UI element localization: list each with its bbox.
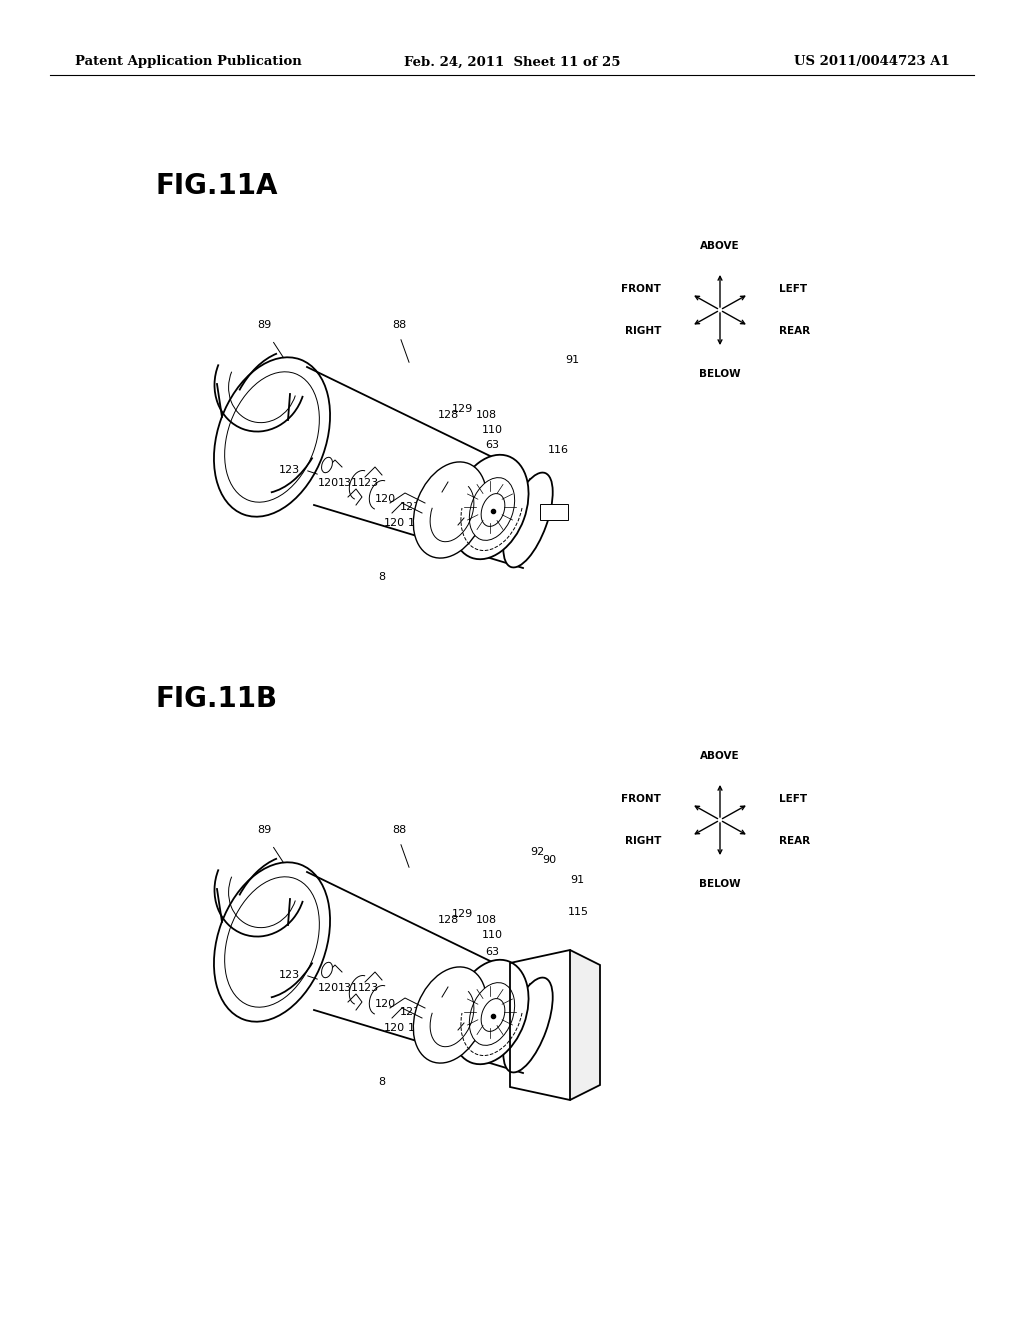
Text: 110: 110: [482, 931, 503, 940]
Ellipse shape: [503, 978, 553, 1072]
Ellipse shape: [414, 462, 486, 558]
Text: 108: 108: [476, 915, 497, 925]
Text: 123: 123: [279, 970, 300, 979]
Text: 103: 103: [430, 1023, 451, 1034]
Text: 110: 110: [482, 425, 503, 436]
Ellipse shape: [481, 999, 505, 1031]
Text: 108: 108: [476, 411, 497, 420]
Ellipse shape: [452, 455, 528, 560]
Text: 103: 103: [430, 517, 451, 528]
Ellipse shape: [322, 962, 333, 978]
Ellipse shape: [452, 960, 528, 1064]
Text: REAR: REAR: [779, 836, 810, 846]
Text: LEFT: LEFT: [779, 284, 807, 294]
Text: ABOVE: ABOVE: [700, 242, 739, 251]
Text: 63: 63: [485, 440, 499, 450]
Ellipse shape: [469, 982, 515, 1045]
Text: 120: 120: [318, 983, 339, 993]
Text: 120: 120: [318, 478, 339, 488]
Text: 87: 87: [475, 1055, 489, 1065]
Text: 130: 130: [408, 517, 429, 528]
Ellipse shape: [414, 968, 486, 1063]
Text: 115: 115: [568, 907, 589, 917]
Ellipse shape: [503, 473, 553, 568]
Text: US 2011/0044723 A1: US 2011/0044723 A1: [795, 55, 950, 69]
Text: FIG.11B: FIG.11B: [155, 685, 278, 713]
Text: 123: 123: [400, 502, 421, 512]
Text: ABOVE: ABOVE: [700, 751, 739, 762]
Text: 131: 131: [338, 983, 359, 993]
Text: 120: 120: [375, 999, 396, 1008]
Text: FRONT: FRONT: [622, 284, 662, 294]
Text: RIGHT: RIGHT: [625, 836, 662, 846]
Text: 88: 88: [392, 825, 407, 836]
Text: 123: 123: [358, 478, 379, 488]
Text: 128: 128: [438, 915, 459, 925]
Text: 117: 117: [460, 539, 481, 548]
Text: 92: 92: [530, 847, 544, 857]
Text: 8: 8: [379, 572, 386, 582]
Text: 120: 120: [384, 517, 406, 528]
Ellipse shape: [322, 457, 333, 473]
Text: BELOW: BELOW: [699, 879, 740, 888]
Text: 123: 123: [279, 465, 300, 475]
Text: 89: 89: [257, 825, 271, 836]
Text: 123: 123: [358, 983, 379, 993]
Text: 114: 114: [442, 1043, 463, 1053]
Text: 87: 87: [475, 550, 489, 560]
Text: Patent Application Publication: Patent Application Publication: [75, 55, 302, 69]
Text: 129: 129: [452, 404, 473, 414]
Ellipse shape: [481, 494, 505, 527]
Text: LEFT: LEFT: [779, 795, 807, 804]
Text: 91: 91: [565, 355, 580, 366]
Text: 123: 123: [400, 1007, 421, 1016]
Text: 113: 113: [528, 478, 549, 488]
Text: 131: 131: [338, 478, 359, 488]
Text: 91: 91: [570, 875, 584, 884]
Text: Feb. 24, 2011  Sheet 11 of 25: Feb. 24, 2011 Sheet 11 of 25: [403, 55, 621, 69]
Text: 90: 90: [542, 855, 556, 865]
Text: 113: 113: [528, 983, 549, 993]
Text: 130: 130: [408, 1023, 429, 1034]
Text: 114: 114: [442, 539, 463, 548]
Text: 128: 128: [438, 411, 459, 420]
Text: 117: 117: [425, 1045, 446, 1055]
Text: 63: 63: [485, 946, 499, 957]
Text: FIG.11A: FIG.11A: [155, 172, 278, 201]
Text: 120: 120: [384, 1023, 406, 1034]
Text: FRONT: FRONT: [622, 795, 662, 804]
Text: 88: 88: [392, 319, 407, 330]
Ellipse shape: [469, 478, 515, 540]
Text: 89: 89: [257, 319, 271, 330]
Text: 8: 8: [379, 1077, 386, 1086]
FancyBboxPatch shape: [540, 504, 568, 520]
Text: RIGHT: RIGHT: [625, 326, 662, 335]
Polygon shape: [570, 950, 600, 1100]
Text: 120: 120: [375, 494, 396, 504]
Text: BELOW: BELOW: [699, 368, 740, 379]
Text: REAR: REAR: [779, 326, 810, 335]
Text: 129: 129: [452, 909, 473, 919]
Text: 116: 116: [548, 445, 569, 455]
